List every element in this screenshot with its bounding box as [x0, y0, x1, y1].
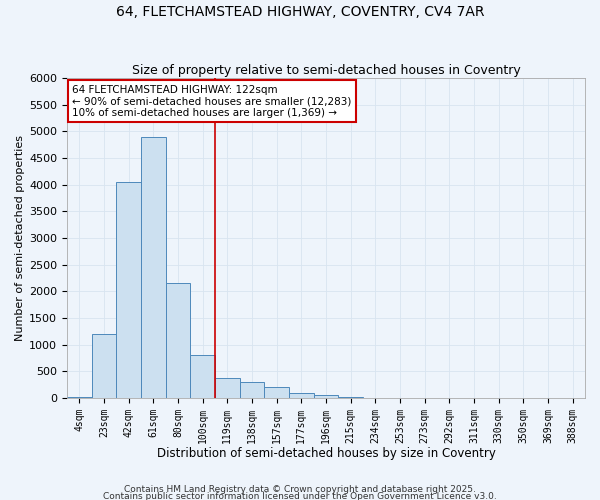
Y-axis label: Number of semi-detached properties: Number of semi-detached properties [15, 135, 25, 341]
Bar [215, 378, 239, 398]
Bar [141, 137, 166, 398]
Bar [67, 396, 92, 398]
Title: Size of property relative to semi-detached houses in Coventry: Size of property relative to semi-detach… [131, 64, 520, 77]
Text: 64, FLETCHAMSTEAD HIGHWAY, COVENTRY, CV4 7AR: 64, FLETCHAMSTEAD HIGHWAY, COVENTRY, CV4… [116, 5, 484, 19]
Bar [265, 387, 289, 398]
Bar [116, 182, 141, 398]
Text: Contains HM Land Registry data © Crown copyright and database right 2025.: Contains HM Land Registry data © Crown c… [124, 486, 476, 494]
Bar [239, 382, 265, 398]
Bar [166, 284, 190, 398]
Text: Contains public sector information licensed under the Open Government Licence v3: Contains public sector information licen… [103, 492, 497, 500]
X-axis label: Distribution of semi-detached houses by size in Coventry: Distribution of semi-detached houses by … [157, 447, 496, 460]
Bar [314, 395, 338, 398]
Bar [289, 392, 314, 398]
Bar [190, 355, 215, 398]
Text: 64 FLETCHAMSTEAD HIGHWAY: 122sqm
← 90% of semi-detached houses are smaller (12,2: 64 FLETCHAMSTEAD HIGHWAY: 122sqm ← 90% o… [72, 84, 352, 118]
Bar [92, 334, 116, 398]
